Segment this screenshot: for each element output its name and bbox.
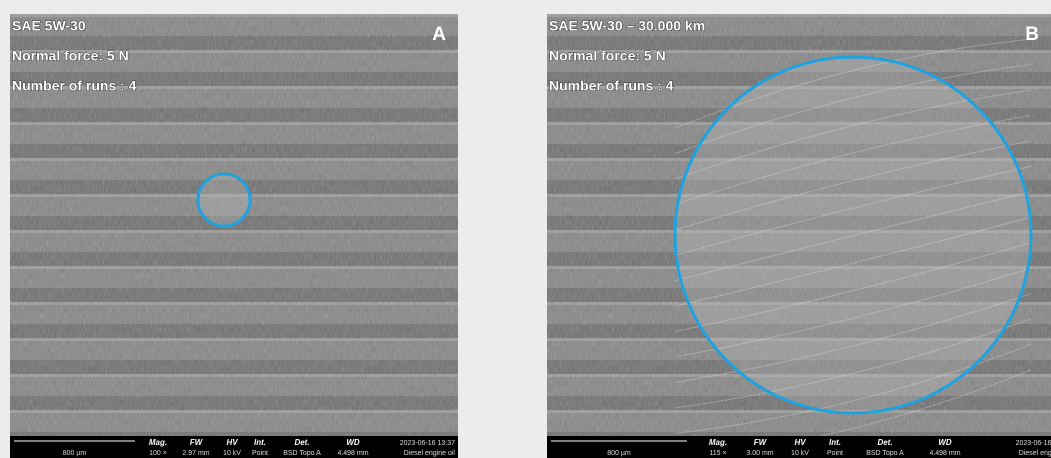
info-header: Mag. — [709, 438, 727, 447]
info-header: WD — [938, 438, 952, 447]
info-header: Mag. — [149, 438, 167, 447]
figure: SAE 5W-30 Normal force: 5 N Number of runs… — [0, 0, 1051, 458]
info-header: HV — [226, 438, 238, 447]
info-header: FW — [754, 438, 768, 447]
sem-panel: SAE 5W-30 – 30.000 km Normal force: 5 N Nu… — [547, 14, 1051, 458]
panel-letter: B — [1025, 24, 1039, 45]
info-header: Int. — [829, 438, 841, 447]
info-value: Point — [827, 450, 843, 457]
info-value: 100 × — [149, 450, 167, 457]
info-value: 4.498 mm — [337, 450, 368, 457]
scale-label: 800 µm — [63, 450, 87, 457]
info-value: BSD Topo A — [866, 450, 904, 457]
info-header: Int. — [254, 438, 266, 447]
info-value: 4.498 mm — [929, 450, 960, 457]
info-header: Det. — [877, 438, 892, 447]
scale-label: 800 µm — [607, 450, 631, 457]
panel-label: SAE 5W-30 – 30.000 km — [549, 18, 705, 34]
panel-label: SAE 5W-30 — [12, 18, 86, 34]
info-value: BSD Topo A — [283, 450, 321, 457]
info-header: HV — [794, 438, 806, 447]
panel-label: Number of runs : 4 — [549, 78, 674, 94]
info-date: 2023-06-16 13:2 — [1016, 440, 1051, 447]
info-date: 2023-06-16 13:37 — [400, 440, 455, 447]
panel-label: Normal force: 5 N — [12, 48, 129, 64]
info-value: 3.00 mm — [746, 450, 773, 457]
info-sample: Diesel engine oil — [404, 450, 456, 457]
panel-label: Normal force: 5 N — [549, 48, 666, 64]
info-header: FW — [190, 438, 204, 447]
info-value: 10 kV — [791, 450, 809, 457]
info-value: 10 kV — [223, 450, 241, 457]
info-header: Det. — [294, 438, 309, 447]
info-header: WD — [346, 438, 360, 447]
panel-letter: A — [432, 24, 446, 45]
wear-scar — [675, 57, 1031, 413]
info-value: 115 × — [709, 450, 726, 457]
sem-panel: SAE 5W-30 Normal force: 5 N Number of runs… — [10, 14, 458, 458]
info-value: Point — [252, 450, 268, 457]
info-sample: Diesel engine o — [1019, 450, 1051, 457]
panel-label: Number of runs : 4 — [12, 78, 137, 94]
panels: SAE 5W-30 Normal force: 5 N Number of runs… — [10, 14, 1051, 458]
info-value: 2.97 mm — [182, 450, 209, 457]
